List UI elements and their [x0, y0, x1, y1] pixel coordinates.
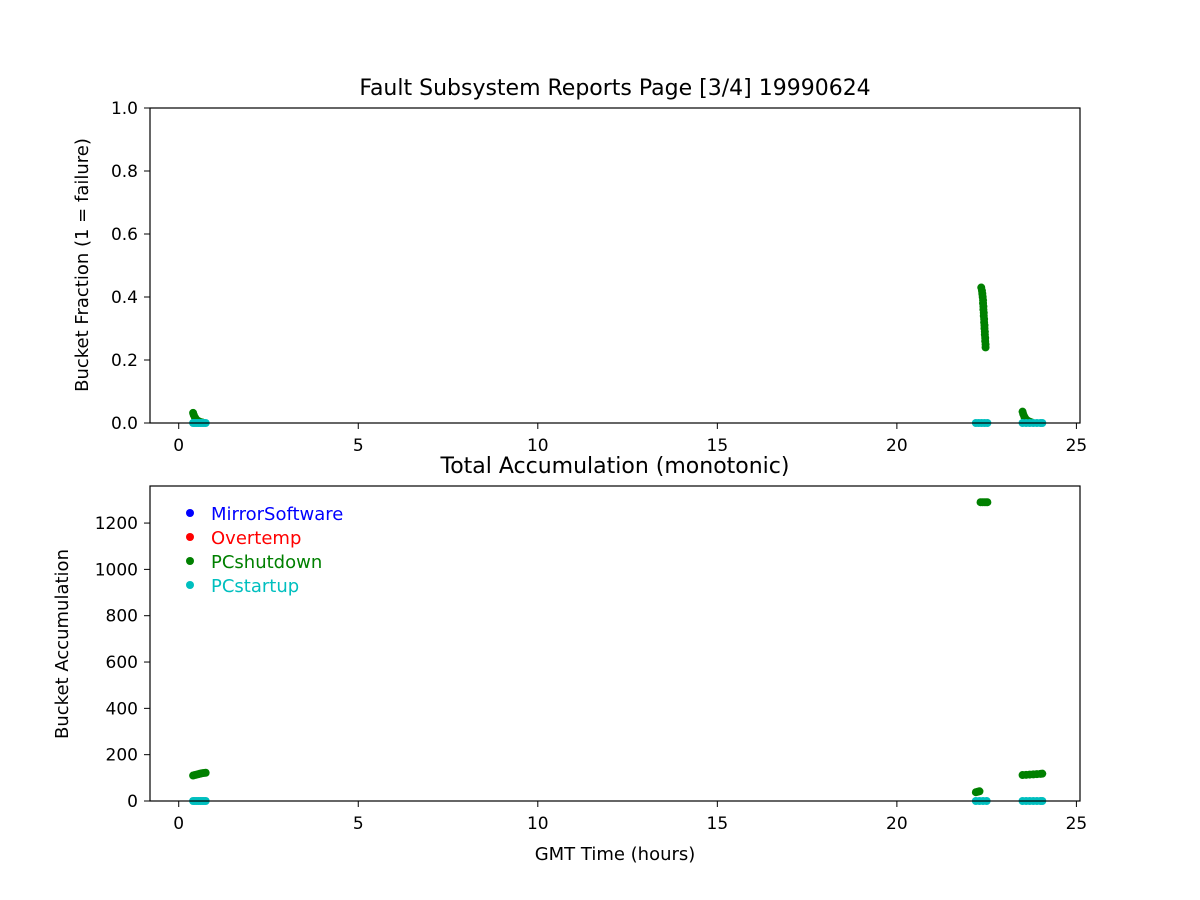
- legend-marker-pcshutdown: [186, 557, 194, 565]
- top-plot-title: Fault Subsystem Reports Page [3/4] 19990…: [359, 76, 870, 101]
- legend-marker-mirrorsoftware: [186, 509, 194, 517]
- legend-label-mirrorsoftware: MirrorSoftware: [211, 504, 343, 525]
- legend-item-mirrorsoftware: MirrorSoftware: [186, 504, 343, 525]
- bottom-x-tick-label: 5: [353, 814, 364, 834]
- top-point-pcshutdown: [981, 343, 990, 352]
- legend-item-overtemp: Overtemp: [186, 528, 301, 549]
- bottom-plot-x-axis-label: GMT Time (hours): [535, 844, 696, 865]
- top-y-tick-label: 0.8: [111, 162, 138, 182]
- legend-marker-overtemp: [186, 533, 194, 541]
- top-x-tick-label: 5: [353, 436, 364, 456]
- top-plot-y-axis-label: Bucket Fraction (1 = failure): [72, 138, 93, 392]
- bottom-y-tick-label: 800: [106, 607, 138, 627]
- bottom-x-tick-label: 0: [173, 814, 184, 834]
- bottom-y-tick-label: 200: [106, 746, 138, 766]
- bottom-x-tick-label: 25: [1066, 814, 1088, 834]
- legend-item-pcshutdown: PCshutdown: [186, 552, 322, 573]
- bottom-y-tick-label: 400: [106, 699, 138, 719]
- bottom-x-tick-label: 10: [527, 814, 549, 834]
- bottom-plot-x-ticks: 0 5 10 15 20 25: [173, 801, 1087, 834]
- bottom-point-pcshutdown: [1038, 769, 1047, 778]
- bottom-plot-marks: [189, 498, 1047, 805]
- bottom-plot-y-axis-label: Bucket Accumulation: [52, 549, 73, 739]
- legend: MirrorSoftware Overtemp PCshutdown PCsta…: [186, 504, 343, 597]
- top-x-tick-label: 25: [1066, 436, 1088, 456]
- bottom-x-tick-label: 20: [886, 814, 908, 834]
- bottom-y-tick-label: 1000: [95, 560, 138, 580]
- top-y-tick-label: 0.2: [111, 351, 138, 371]
- top-x-tick-label: 10: [527, 436, 549, 456]
- bottom-point-pcshutdown: [201, 768, 210, 777]
- bottom-y-tick-label: 1200: [95, 514, 138, 534]
- top-plot: Fault Subsystem Reports Page [3/4] 19990…: [72, 76, 1087, 456]
- legend-item-pcstartup: PCstartup: [186, 576, 299, 597]
- top-y-tick-label: 0.0: [111, 414, 138, 434]
- top-plot-y-ticks: 0.0 0.2 0.4 0.6 0.8 1.0: [111, 99, 150, 434]
- bottom-y-tick-label: 600: [106, 653, 138, 673]
- bottom-y-tick-label: 0: [127, 792, 138, 812]
- top-x-tick-label: 15: [707, 436, 729, 456]
- bottom-plot-title: Total Accumulation (monotonic): [440, 454, 790, 479]
- legend-label-pcstartup: PCstartup: [211, 576, 299, 597]
- bottom-plot-y-ticks: 0 200 400 600 800 1000 1200: [95, 514, 150, 812]
- bottom-plot-frame: [149, 485, 1081, 802]
- top-plot-x-ticks: 0 5 10 15 20 25: [173, 423, 1087, 456]
- bottom-plot: Total Accumulation (monotonic) Bucket Ac…: [52, 454, 1087, 865]
- top-y-tick-label: 1.0: [111, 99, 138, 119]
- top-x-tick-label: 20: [886, 436, 908, 456]
- top-x-tick-label: 0: [173, 436, 184, 456]
- bottom-point-pcshutdown: [983, 498, 992, 507]
- bottom-x-tick-label: 15: [707, 814, 729, 834]
- top-plot-frame: [149, 107, 1081, 424]
- bottom-point-pcshutdown: [975, 787, 984, 796]
- legend-label-overtemp: Overtemp: [211, 528, 301, 549]
- legend-label-pcshutdown: PCshutdown: [211, 552, 322, 573]
- top-y-tick-label: 0.4: [111, 288, 138, 308]
- top-y-tick-label: 0.6: [111, 225, 138, 245]
- legend-marker-pcstartup: [186, 581, 194, 589]
